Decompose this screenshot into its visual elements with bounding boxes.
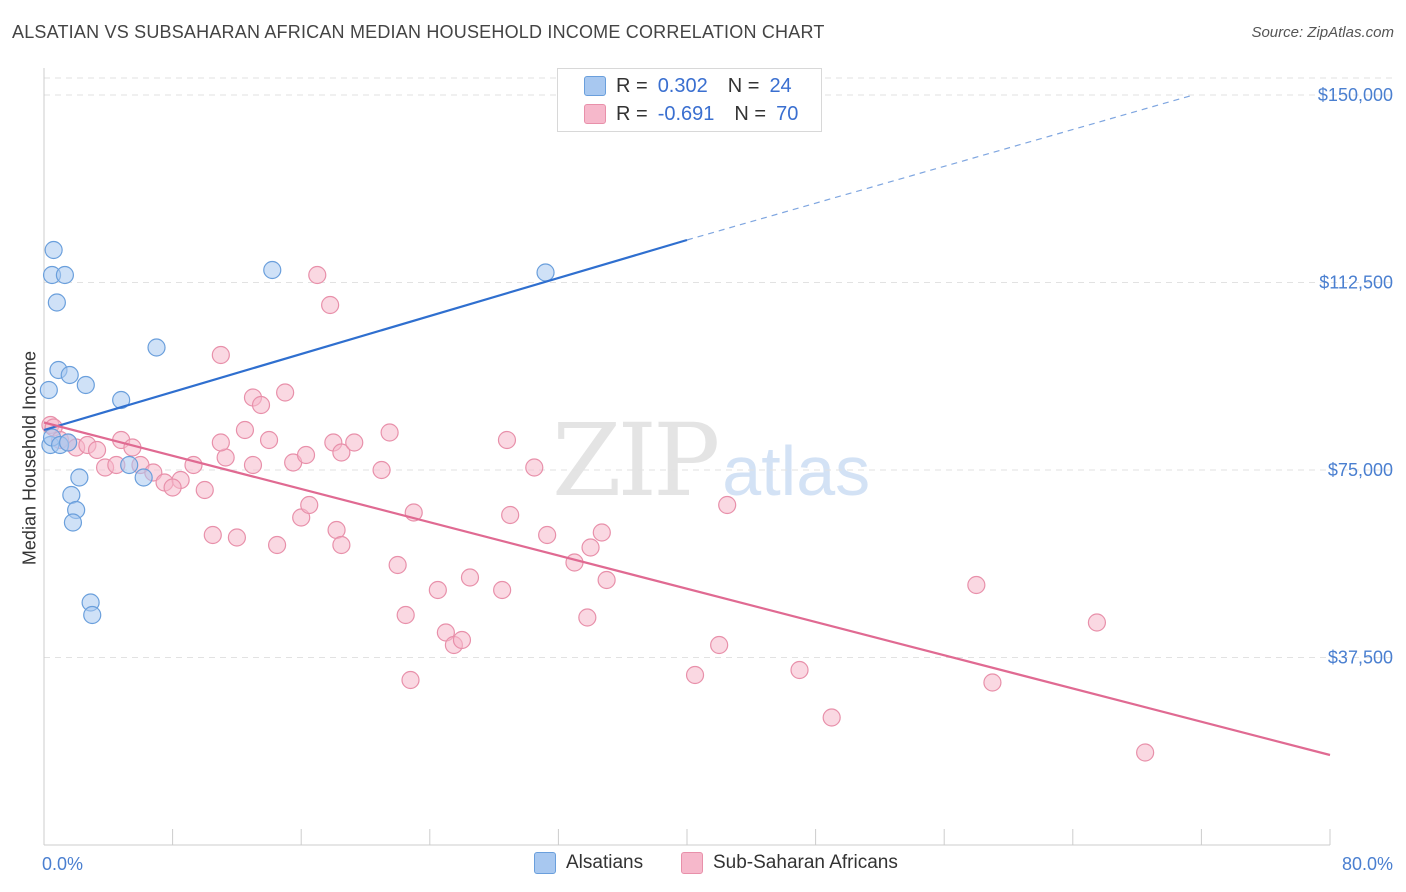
subsaharan-point [1087,613,1107,632]
alsatian-point [112,390,131,410]
bottom-swatch-subsaharan [681,852,703,874]
legend-n-label: N = [734,102,767,125]
subsaharan-point [163,478,182,497]
subsaharan-point [251,395,271,415]
bottom-legend-label: Sub-Saharan Africans [713,852,898,873]
subsaharan-point [296,445,316,465]
alsatian-point [263,260,282,280]
legend-n-value: 24 [769,74,792,97]
alsatian-point [83,605,102,625]
subsaharan-point [497,430,517,450]
subsaharan-point [581,538,600,557]
subsaharan-point [235,420,255,440]
subsaharan-point [1136,743,1155,762]
x-tick-label-min: 0.0% [42,854,83,874]
alsatian-point [63,513,83,532]
alsatian-point [62,485,81,505]
subsaharan-point [983,673,1002,692]
alsatian-trend-line [43,238,688,432]
subsaharan-point [460,568,480,587]
subsaharan-point [308,265,327,285]
subsaharan-point [710,635,729,655]
alsatian-point [536,263,555,282]
legend-r-value: 0.302 [657,74,708,97]
subsaharan-point [216,448,235,467]
subsaharan-point [87,440,107,460]
subsaharan-point [597,570,616,590]
subsaharan-point [401,670,420,690]
chart-title: ALSATIAN VS SUBSAHARAN AFRICAN MEDIAN HO… [12,22,825,42]
legend-r-label: R = [616,102,648,125]
subsaharan-point [345,433,364,452]
y-tick-label: $75,000 [1328,460,1393,480]
subsaharan-point [718,495,737,515]
subsaharan-point [227,528,246,547]
watermark: ZIPatlas [552,402,870,519]
subsaharan-point [578,608,597,627]
subsaharan-point [211,345,230,365]
subsaharan-point [396,605,415,625]
correlation-legend: R = 0.302 N = 24 R = -0.691 N = 70 [557,68,822,132]
alsatian-point [55,265,74,285]
subsaharan-point [790,660,809,680]
bottom-swatch-alsatians [534,852,556,874]
bottom-legend-subsaharan: Sub-Saharan Africans [681,852,898,874]
watermark-atlas: atlas [722,432,871,510]
subsaharan-point [332,535,351,555]
legend-swatch-subsaharan [584,104,606,124]
alsatian-point [147,338,166,357]
legend-row-alsatians: R = 0.302 N = 24 [584,74,792,98]
subsaharan-point [327,520,346,540]
subsaharan-point [428,580,447,600]
alsatian-point [134,468,153,487]
subsaharan-point [203,525,222,545]
subsaharan-point [372,460,391,480]
x-tick-label-max: 80.0% [1342,854,1393,874]
subsaharan-point [267,535,287,555]
subsaharan-point [243,455,263,475]
subsaharan-point [388,555,407,575]
subsaharan-point [538,525,557,545]
bottom-legend-alsatians: Alsatians [534,852,643,874]
source-attribution: Source: ZipAtlas.com [1251,24,1394,41]
alsatian-point [70,468,89,487]
alsatian-point [60,365,79,385]
subsaharan-trend-line [43,421,1331,757]
subsaharan-point [565,553,584,572]
legend-row-subsaharan: R = -0.691 N = 70 [584,102,799,126]
subsaharan-point [822,708,841,727]
subsaharan-point [259,430,279,450]
subsaharan-point [452,630,472,650]
legend-r-label: R = [616,74,648,97]
alsatian-point [120,455,139,475]
subsaharan-point [332,443,351,462]
y-tick-label: $37,500 [1328,648,1393,668]
legend-n-value: 70 [776,102,799,125]
alsatian-point [44,240,63,260]
subsaharan-point [211,433,230,452]
legend-swatch-alsatians [584,76,606,96]
subsaharan-point [685,665,705,685]
y-tick-label: $150,000 [1318,85,1393,105]
subsaharan-point [493,580,512,600]
subsaharan-point [300,495,319,515]
subsaharan-point [501,505,520,525]
alsatian-point [59,433,78,452]
watermark-zip: ZIP [552,402,720,519]
subsaharan-point [592,523,611,542]
subsaharan-point [380,423,399,442]
y-tick-label: $112,500 [1319,273,1393,293]
subsaharan-point [195,480,214,500]
legend-r-value: -0.691 [657,102,715,125]
subsaharan-point [276,383,295,402]
alsatian-point [76,375,95,395]
subsaharan-point [967,575,986,595]
legend-n-label: N = [727,74,760,97]
alsatian-point [39,380,58,400]
alsatian-point [47,293,66,312]
bottom-legend-label: Alsatians [566,852,644,873]
subsaharan-point [525,458,544,477]
subsaharan-point [321,295,340,315]
